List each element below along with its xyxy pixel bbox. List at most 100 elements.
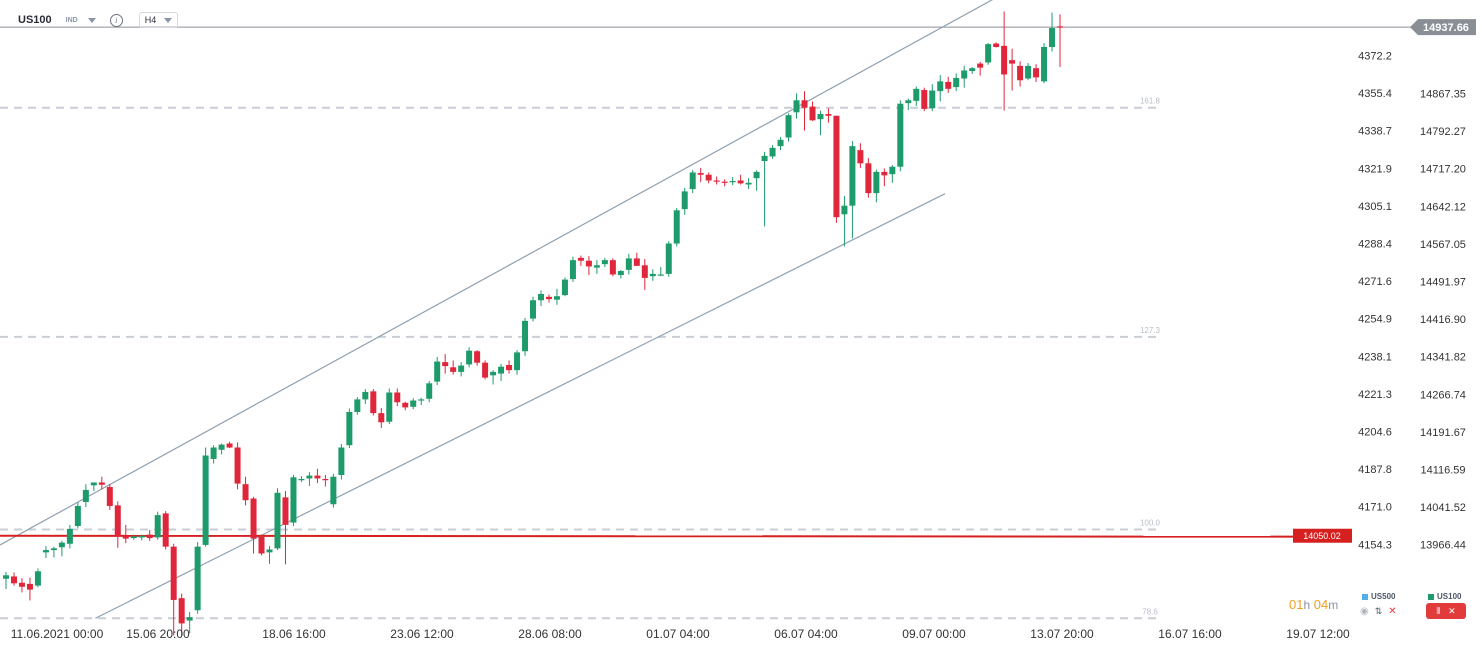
market-tag[interactable]: IND (65, 16, 78, 24)
y-axis-tick-label: 14642.12 (1420, 201, 1466, 213)
candle (242, 484, 249, 501)
candle (466, 350, 473, 365)
candle (162, 513, 169, 547)
x-axis-tick-label: 01.07 04:00 (646, 627, 710, 641)
candle (346, 411, 353, 446)
candle (977, 63, 984, 68)
x-axis-tick-label: 28.06 08:00 (518, 627, 582, 641)
chevron-down-icon[interactable] (87, 17, 96, 23)
y-axis-tick-label: 14041.52 (1420, 502, 1466, 514)
candle (897, 103, 904, 167)
candle (873, 171, 880, 194)
candle (857, 150, 864, 164)
candle (553, 296, 560, 300)
candle (386, 392, 393, 422)
x-axis-tick-label: 06.07 04:00 (774, 627, 838, 641)
candle (330, 476, 337, 505)
y-axis-tick-label: 4221.3 (1358, 389, 1392, 401)
candle (490, 371, 497, 376)
y-axis-tick-label: 14266.74 (1420, 389, 1466, 401)
alert-line (0, 534, 1353, 538)
candle (921, 89, 928, 109)
channel-upper-line (0, 0, 994, 546)
candle (218, 444, 225, 450)
candle (761, 155, 768, 162)
candle (266, 549, 273, 553)
x-axis-tick-label: 11.06.2021 00:00 (11, 627, 104, 641)
y-axis-tick-label: 14792.27 (1420, 126, 1466, 138)
candle (649, 273, 656, 277)
candle (1041, 46, 1048, 82)
timeframe-label: H4 (144, 15, 157, 25)
eye-icon[interactable]: ◉ (1360, 606, 1369, 617)
timeframe-selector[interactable]: H4 (138, 12, 179, 28)
candle (178, 598, 185, 624)
candle (657, 274, 664, 276)
candle (793, 100, 800, 113)
candle (849, 146, 856, 206)
candle (865, 163, 872, 194)
legend-item-us500[interactable]: US500 (1362, 592, 1395, 601)
candle (737, 180, 744, 184)
candle (234, 447, 241, 484)
y-axis-tick-label: 4187.8 (1358, 464, 1392, 476)
candle (969, 68, 976, 72)
candle (450, 367, 457, 372)
candle (913, 88, 920, 101)
candle (889, 166, 896, 175)
fib-level-label: 78.6 (1142, 607, 1158, 616)
x-axis-tick-label: 23.06 12:00 (390, 627, 454, 641)
candle (1017, 65, 1024, 81)
candle (785, 115, 792, 138)
candle (458, 365, 465, 372)
candle (82, 489, 89, 502)
candle (689, 172, 696, 190)
x-axis-tick-label: 19.07 12:00 (1286, 627, 1350, 641)
legend-item-us100[interactable]: US100 (1428, 592, 1461, 601)
candle (114, 505, 121, 537)
candle (186, 617, 193, 621)
candle (274, 492, 281, 549)
candle (290, 477, 297, 523)
candle (593, 265, 600, 268)
candle (354, 399, 361, 412)
candle (577, 257, 584, 261)
candle (825, 114, 832, 116)
symbol-name[interactable]: US100 (18, 14, 52, 26)
close-icon[interactable]: ✕ (1388, 606, 1397, 617)
candle (226, 443, 233, 448)
y-axis-tick-label: 4372.2 (1358, 51, 1392, 63)
fib-level-label: 127.3 (1140, 326, 1161, 335)
candle (753, 171, 760, 179)
candle (617, 271, 624, 276)
candle (809, 106, 816, 121)
close-icon: ✕ (1448, 605, 1456, 616)
candle (194, 546, 201, 611)
alert-label: 14050.02 (1303, 531, 1341, 541)
candle (138, 535, 145, 538)
candle (673, 210, 680, 244)
candle (482, 362, 489, 378)
candle (442, 362, 449, 367)
candle (306, 475, 313, 479)
y-axis-tick-label: 14116.59 (1420, 465, 1465, 477)
candle (729, 181, 736, 183)
candle (937, 81, 944, 92)
channel-lower-line (95, 193, 946, 619)
candle (530, 300, 537, 319)
candle (50, 548, 57, 551)
x-axis-tick-label: 09.07 00:00 (902, 627, 966, 641)
candle (985, 44, 992, 63)
series-settings-button[interactable]: ⫴ ✕ (1426, 603, 1466, 619)
candle (833, 115, 840, 218)
candle (601, 260, 608, 265)
candle (122, 535, 129, 539)
y-axis-tick-label: 14717.20 (1420, 164, 1466, 176)
candle (258, 536, 265, 554)
legend-label: US500 (1371, 592, 1396, 601)
candle (705, 174, 712, 181)
info-icon[interactable]: i (109, 13, 123, 27)
sort-icon[interactable]: ⇅ (1374, 606, 1383, 616)
